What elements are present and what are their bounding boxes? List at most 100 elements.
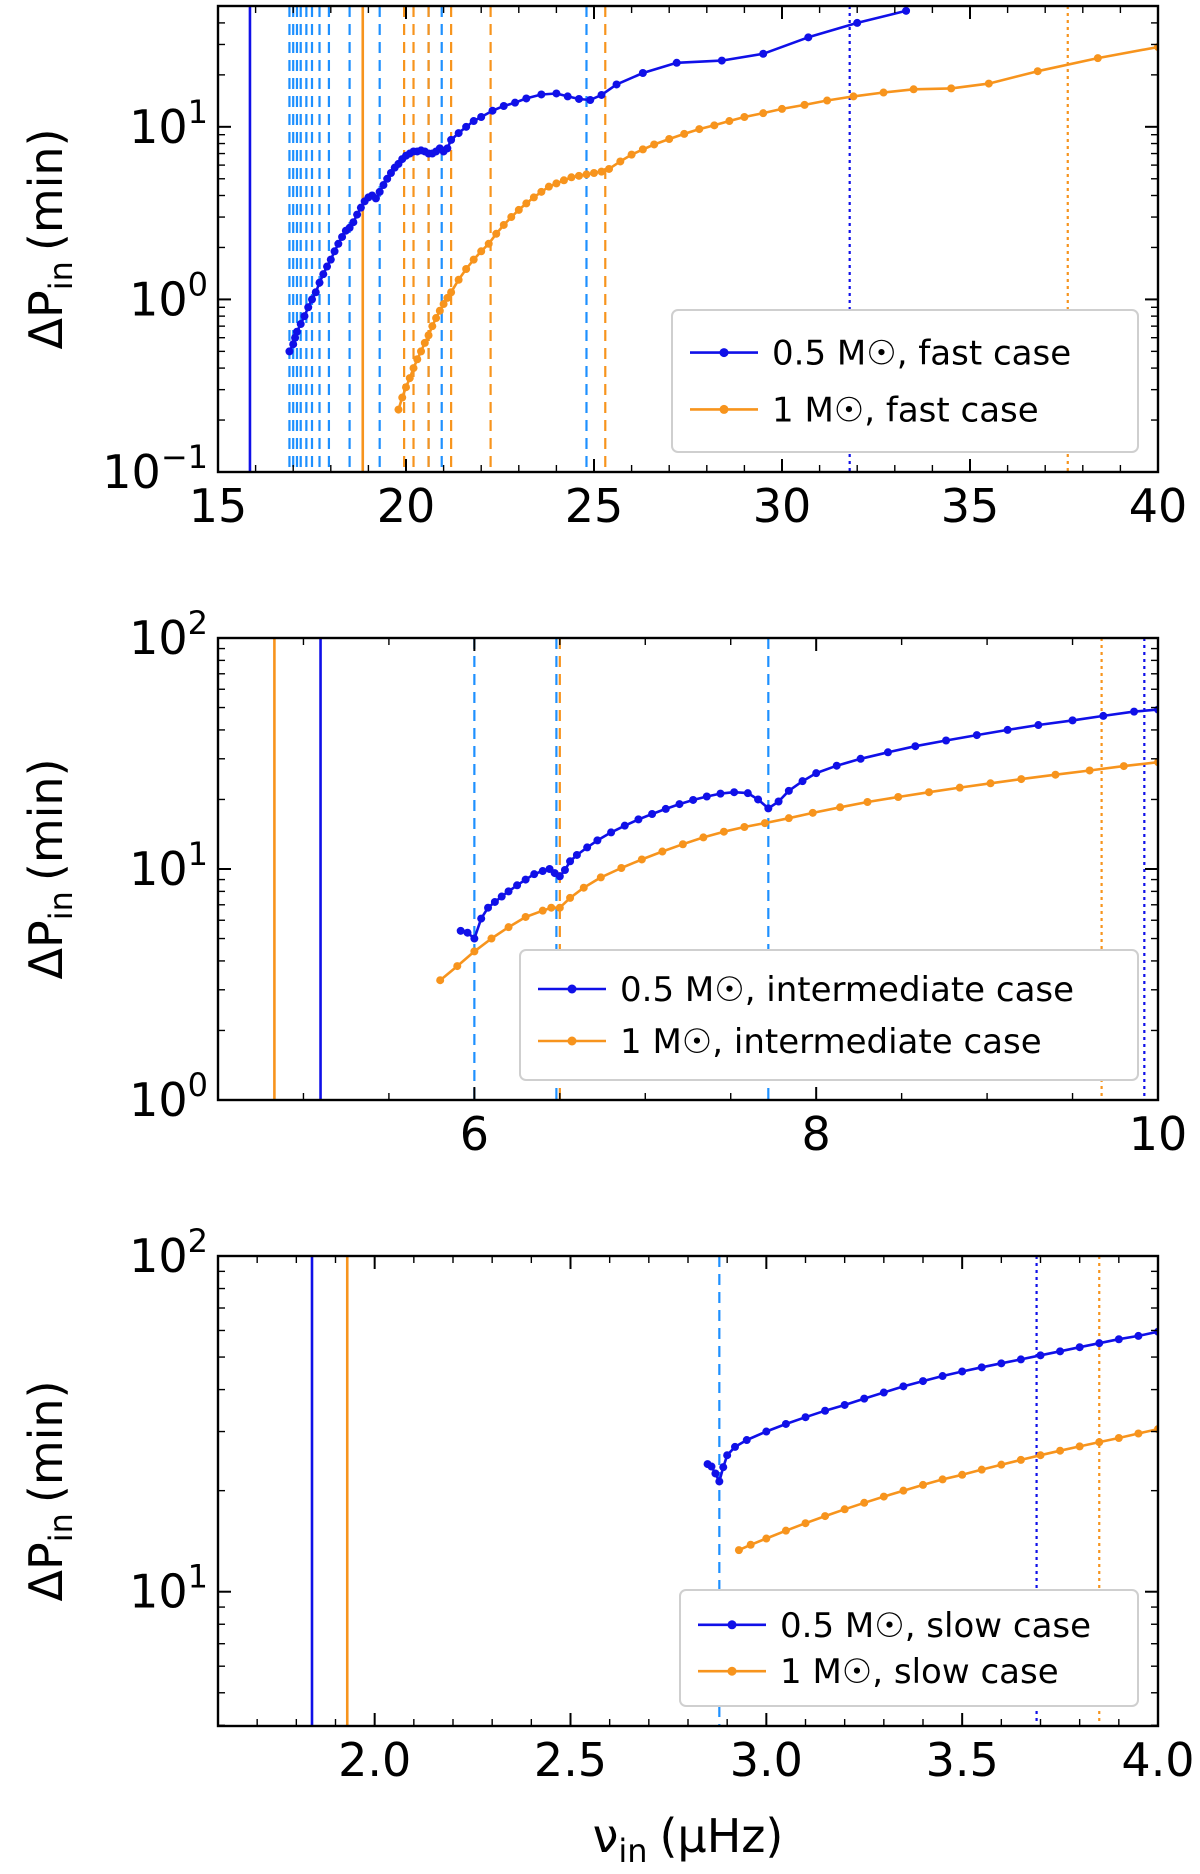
data-point [977, 1363, 986, 1372]
data-point [672, 58, 681, 67]
data-point [559, 176, 568, 185]
data-point [1134, 1429, 1143, 1438]
data-point [462, 122, 471, 131]
data-point [499, 102, 508, 111]
data-point [1075, 1442, 1084, 1451]
data-point [808, 808, 817, 817]
y-tick-label: 100 [129, 1066, 208, 1127]
data-point [832, 761, 841, 770]
data-point [574, 94, 583, 103]
data-point [958, 1470, 967, 1479]
data-point [323, 262, 332, 271]
data-point [997, 1460, 1006, 1469]
data-point [836, 803, 845, 812]
legend-swatch-marker [719, 404, 729, 414]
data-point [719, 827, 728, 836]
data-point [1099, 711, 1108, 720]
data-point [413, 355, 422, 364]
data-point [497, 892, 506, 901]
data-point [521, 875, 530, 884]
data-point [762, 1534, 771, 1543]
legend: 0.5 M☉, slow case 1 M☉, slow case [679, 1589, 1139, 1707]
data-point [521, 912, 530, 921]
data-point [443, 293, 452, 302]
data-point [1095, 1438, 1104, 1447]
data-point [424, 331, 433, 340]
data-point [730, 788, 739, 797]
data-point [488, 106, 497, 115]
data-point [725, 117, 734, 126]
data-point [840, 1505, 849, 1514]
data-point [1056, 1347, 1065, 1356]
data-point [596, 873, 605, 882]
data-point [477, 247, 486, 256]
data-point [566, 893, 575, 902]
data-point [574, 171, 583, 180]
data-point [560, 866, 569, 875]
data-point [947, 84, 956, 93]
data-point [566, 857, 575, 866]
data-point [781, 1526, 790, 1535]
legend: 0.5 M☉, fast case 1 M☉, fast case [671, 309, 1139, 453]
data-point [583, 843, 592, 852]
data-point [627, 150, 636, 159]
data-point [879, 88, 888, 97]
data-point [938, 1475, 947, 1484]
data-point [394, 405, 403, 414]
data-point [1033, 67, 1042, 76]
legend-swatch-marker [727, 1666, 737, 1676]
data-point [547, 903, 556, 912]
panel-intermediate: 6 8 10 100 101 102 ΔPin(min) 0.5 M☉, intermedia… [19, 604, 1187, 1161]
data-point [469, 255, 478, 264]
data-point [616, 157, 625, 166]
data-point [1075, 1343, 1084, 1352]
data-point [292, 327, 301, 336]
legend-box [671, 309, 1139, 453]
data-point [1051, 770, 1060, 779]
data-point [702, 792, 711, 801]
data-point [742, 1436, 751, 1445]
data-point [334, 239, 343, 248]
plot-area [273, 638, 1158, 1100]
data-point [432, 314, 441, 323]
data-point [1095, 1339, 1104, 1348]
legend-entry-label: 1 M☉, fast case [772, 390, 1039, 430]
data-point [919, 1480, 927, 1489]
data-point [899, 1382, 908, 1391]
x-tick-label: 2.0 [338, 1733, 411, 1787]
data-point [911, 742, 920, 751]
data-point [723, 1451, 732, 1460]
data-point [919, 1377, 927, 1386]
data-point [695, 125, 704, 134]
y-tick-label: 101 [129, 93, 208, 154]
data-point [338, 232, 347, 241]
data-point [634, 815, 643, 824]
data-point [812, 769, 821, 778]
data-point [454, 129, 463, 138]
data-point [522, 199, 531, 208]
data-point [678, 840, 687, 849]
data-point [1003, 725, 1012, 734]
data-point [544, 182, 553, 191]
panel-slow: 2.0 2.5 3.0 3.5 4.0 101 102 ΔPin(min) νin (μHz) 0.… [19, 1222, 1195, 1870]
data-point [778, 104, 786, 113]
data-point [537, 90, 546, 99]
x-tick-label: 8 [802, 1107, 831, 1161]
legend: 0.5 M☉, intermediate case 1 M☉, intermedi… [519, 949, 1139, 1081]
data-point [997, 1359, 1006, 1368]
data-point [902, 6, 911, 15]
series-line-0 [706, 1330, 1158, 1483]
data-point [428, 322, 437, 331]
data-point [675, 800, 684, 809]
data-point [734, 1546, 743, 1555]
data-point [353, 210, 362, 219]
data-point [689, 795, 698, 804]
data-point [715, 1477, 724, 1486]
series-line-0 [288, 9, 907, 353]
data-point [860, 1498, 869, 1507]
data-point [899, 1486, 908, 1495]
data-point [484, 239, 493, 248]
data-point [821, 1406, 830, 1415]
data-point [863, 798, 872, 807]
